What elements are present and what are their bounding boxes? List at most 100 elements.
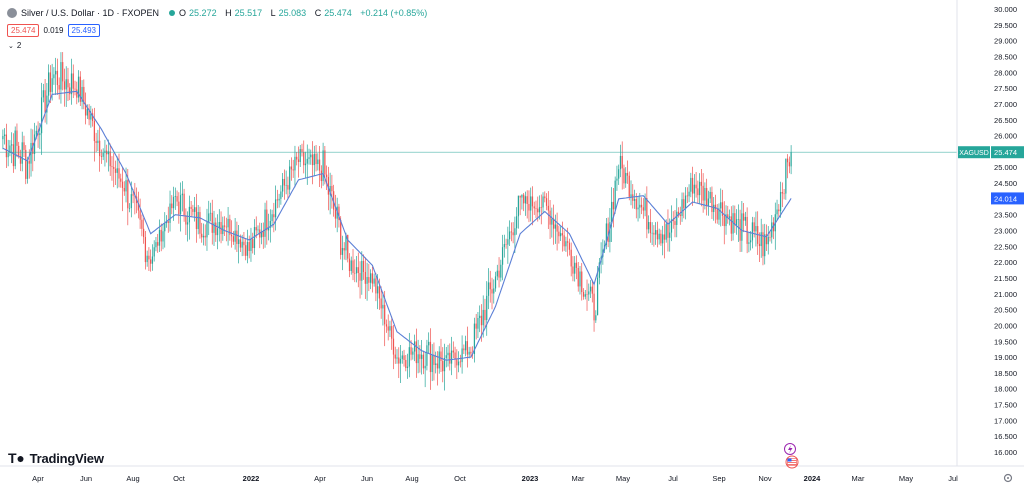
- candle: [227, 207, 229, 246]
- flag-icon[interactable]: [785, 455, 799, 469]
- candle: [49, 65, 52, 103]
- price-tick-label: 21.500: [994, 274, 1017, 283]
- candle: [487, 268, 490, 310]
- candle: [230, 220, 233, 248]
- candle: [331, 174, 333, 209]
- candle: [100, 149, 103, 164]
- candle: [403, 349, 405, 367]
- candle: [508, 220, 511, 246]
- candle: [21, 131, 23, 172]
- candle: [445, 346, 447, 368]
- candle: [438, 346, 440, 374]
- candle: [422, 350, 425, 375]
- time-tick-label: Jun: [361, 474, 373, 483]
- candle: [343, 242, 345, 260]
- candle: [473, 317, 476, 363]
- candle: [568, 238, 571, 256]
- candle: [426, 339, 428, 371]
- price-tick-label: 22.000: [994, 258, 1017, 267]
- time-tick-label: Nov: [758, 474, 772, 483]
- candle: [348, 253, 351, 278]
- candle: [572, 256, 574, 282]
- candle: [318, 145, 321, 187]
- candle: [540, 194, 542, 225]
- candle: [725, 205, 727, 235]
- time-tick-label: Apr: [314, 474, 326, 483]
- candle: [162, 223, 164, 250]
- candle: [785, 158, 787, 200]
- candle: [523, 192, 525, 212]
- price-change: +0.214 (+0.85%): [360, 8, 428, 18]
- sell-button[interactable]: 25.474: [7, 24, 40, 37]
- candle: [501, 234, 504, 281]
- price-tick-label: 27.000: [994, 100, 1017, 109]
- market-status-icon: [169, 10, 176, 16]
- buy-button[interactable]: 25.493: [67, 24, 100, 37]
- candle: [512, 222, 514, 244]
- candle: [93, 107, 95, 162]
- candle: [721, 189, 724, 226]
- candle: [311, 141, 314, 185]
- candle: [531, 186, 534, 226]
- time-tick-label: Mar: [852, 474, 865, 483]
- candle: [639, 192, 641, 219]
- candle: [718, 203, 720, 225]
- gear-icon[interactable]: [1003, 473, 1013, 483]
- candle: [178, 192, 180, 224]
- candle: [489, 270, 491, 303]
- candle: [755, 211, 757, 247]
- candle: [431, 344, 433, 382]
- price-tick-label: 18.000: [994, 385, 1017, 394]
- candle: [188, 195, 190, 240]
- ma-price-badge: 24.014: [991, 192, 1024, 205]
- candle: [40, 82, 43, 155]
- candle: [157, 233, 159, 253]
- candle: [334, 194, 337, 228]
- candle: [660, 229, 662, 246]
- candle: [90, 105, 92, 128]
- candle: [255, 216, 257, 239]
- candle: [619, 144, 622, 178]
- indicators-toggle[interactable]: ⌄ 2: [8, 41, 21, 50]
- time-tick-label: 2023: [522, 474, 539, 483]
- candle: [199, 206, 201, 239]
- candle: [781, 182, 783, 208]
- price-tick-label: 28.500: [994, 52, 1017, 61]
- candle: [99, 126, 101, 172]
- candle: [181, 181, 183, 212]
- candle: [637, 195, 639, 222]
- candle: [450, 336, 453, 376]
- candle: [303, 140, 305, 174]
- time-tick-label: 2022: [243, 474, 260, 483]
- time-tick-label: Mar: [572, 474, 585, 483]
- candle: [545, 193, 548, 211]
- time-tick-label: May: [616, 474, 630, 483]
- lightning-icon[interactable]: [784, 443, 796, 455]
- candle: [128, 203, 131, 213]
- candle: [202, 223, 205, 246]
- candle: [204, 224, 206, 246]
- candle: [551, 207, 553, 238]
- candle: [48, 64, 50, 103]
- candle: [241, 234, 243, 257]
- candle: [563, 230, 565, 251]
- symbol-title[interactable]: Silver / U.S. Dollar · 1D · FXOPEN: [21, 8, 160, 18]
- candle: [366, 262, 368, 301]
- candle: [459, 354, 461, 368]
- candle: [385, 319, 388, 333]
- candle: [354, 259, 356, 283]
- candle: [359, 261, 361, 299]
- svg-text:24.014: 24.014: [994, 194, 1017, 203]
- candle: [670, 205, 673, 242]
- candle: [169, 190, 171, 232]
- candle: [56, 58, 59, 95]
- candle: [63, 68, 66, 107]
- candle: [121, 167, 124, 212]
- candle: [95, 132, 97, 153]
- candle: [250, 227, 252, 262]
- candle: [588, 283, 590, 301]
- candle: [287, 176, 289, 200]
- candle: [208, 200, 210, 236]
- candle: [783, 189, 785, 200]
